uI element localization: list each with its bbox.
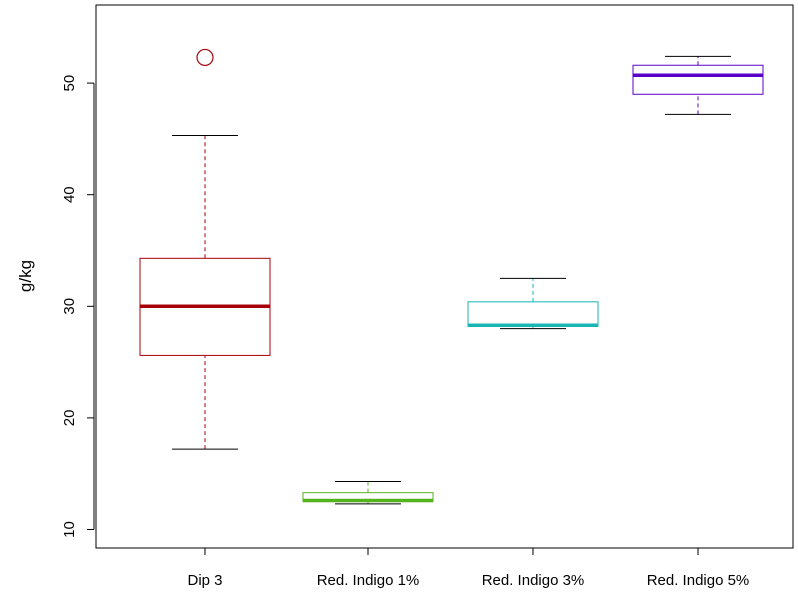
x-tick-label: Red. Indigo 1% bbox=[317, 572, 420, 589]
y-tick-label: 40 bbox=[61, 186, 78, 203]
box-iqr bbox=[632, 64, 764, 95]
x-tick-label: Red. Indigo 5% bbox=[647, 572, 750, 589]
box-3 bbox=[467, 277, 599, 330]
box-2 bbox=[302, 481, 434, 505]
box-1 bbox=[139, 48, 271, 450]
y-axis-title: g/kg bbox=[16, 260, 35, 292]
y-tick-label: 30 bbox=[61, 298, 78, 315]
box-iqr bbox=[467, 301, 599, 327]
x-tick-label: Dip 3 bbox=[187, 572, 222, 589]
box-series bbox=[139, 48, 764, 505]
box-4 bbox=[632, 55, 764, 115]
y-tick-label: 10 bbox=[61, 521, 78, 538]
y-axis: 10 20 30 40 50 bbox=[61, 75, 95, 538]
x-tick-label: Red. Indigo 3% bbox=[482, 572, 585, 589]
outlier-point bbox=[196, 48, 214, 67]
x-axis: Dip 3 Red. Indigo 1% Red. Indigo 3% Red. In… bbox=[187, 547, 750, 589]
y-tick-label: 20 bbox=[61, 410, 78, 427]
y-tick-label: 50 bbox=[61, 75, 78, 92]
